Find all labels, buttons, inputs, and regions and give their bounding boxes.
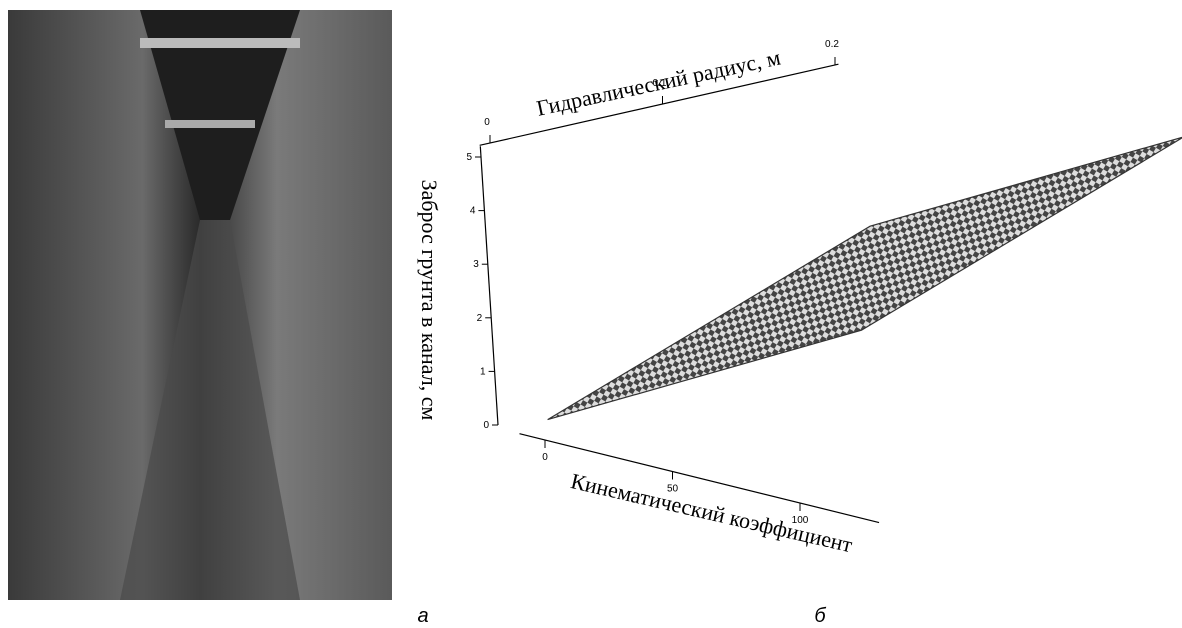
surface bbox=[548, 137, 1182, 420]
z-tick-label: 0 bbox=[483, 420, 489, 431]
y-tick-label: 0.2 bbox=[825, 39, 839, 50]
z-axis-title: Заброс грунта в канал, см bbox=[417, 180, 442, 421]
x-tick-label: 50 bbox=[667, 484, 679, 495]
x-tick-label: 0 bbox=[542, 452, 548, 463]
y-tick-label: 0.1 bbox=[653, 78, 667, 89]
caption: а bbox=[417, 605, 428, 627]
caption: б bbox=[814, 605, 826, 627]
z-tick-label: 2 bbox=[477, 313, 483, 324]
z-tick-label: 4 bbox=[470, 206, 476, 217]
z-tick-label: 5 bbox=[466, 152, 472, 163]
z-axis bbox=[480, 146, 498, 425]
y-tick-label: 0 bbox=[484, 117, 490, 128]
page: а б Гидравлический радиус, м Заброс грун… bbox=[0, 0, 1182, 628]
x-tick-label: 100 bbox=[792, 515, 809, 526]
z-tick-label: 1 bbox=[480, 366, 486, 377]
z-tick-label: 3 bbox=[473, 259, 479, 270]
photo bbox=[8, 10, 392, 600]
figure: а б Гидравлический радиус, м Заброс грун… bbox=[0, 0, 1182, 628]
